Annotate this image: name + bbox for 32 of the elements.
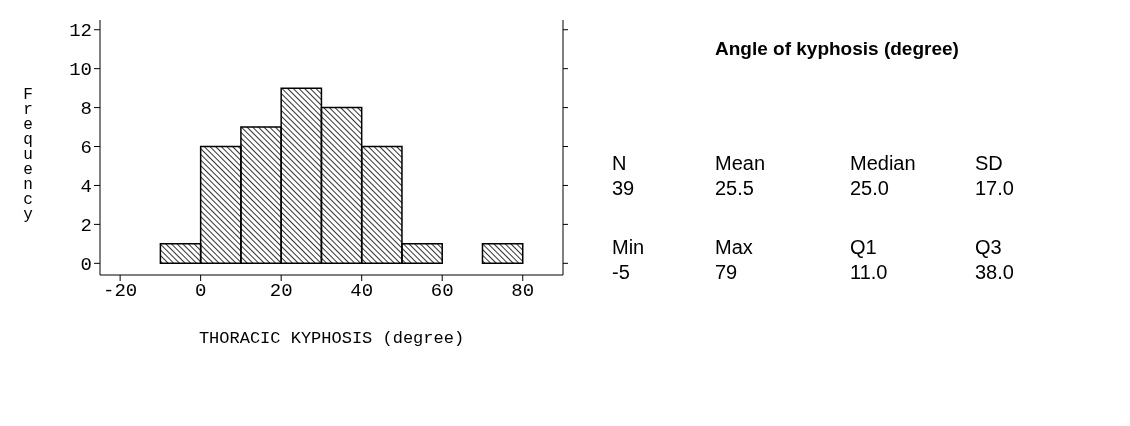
text: Mean	[715, 152, 767, 176]
text: Q1	[850, 236, 878, 260]
text: 17.0	[975, 177, 1015, 201]
x-axis-title: THORACIC KYPHOSIS (degree)	[198, 329, 465, 348]
text: -5	[612, 261, 631, 285]
text: Q3	[975, 236, 1003, 260]
text: Max	[715, 236, 754, 260]
x-tick-label: 40	[350, 280, 374, 303]
text: 39	[612, 177, 636, 201]
x-tick-label: 60	[430, 280, 454, 303]
text: 25.5	[715, 177, 755, 201]
y-axis-title: Frequency	[19, 86, 37, 221]
text: Min	[612, 236, 646, 260]
y-tick-label: 0	[80, 254, 92, 277]
y-tick-label: 6	[80, 137, 92, 160]
text: 79	[715, 261, 739, 285]
y-tick-label: 10	[69, 59, 92, 82]
text: 11.0	[850, 261, 889, 285]
text: Median	[850, 152, 917, 176]
x-tick-label: 20	[269, 280, 293, 303]
y-tick-label: 8	[80, 98, 92, 121]
text: N	[612, 152, 628, 176]
y-tick-label: 2	[80, 215, 92, 238]
text: SD	[975, 152, 1004, 176]
text: 25.0	[850, 177, 890, 201]
y-tick-label: 4	[80, 176, 92, 199]
x-tick-label: 0	[194, 280, 207, 303]
x-tick-label: 80	[511, 280, 535, 303]
text: Angle of kyphosis (degree)	[715, 38, 960, 60]
y-tick-label: 12	[69, 20, 92, 43]
x-tick-label: -20	[103, 280, 138, 303]
text: 38.0	[975, 261, 1015, 285]
